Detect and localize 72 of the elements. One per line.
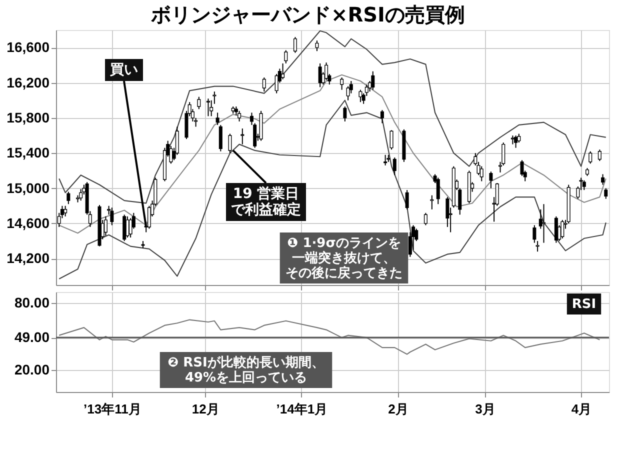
y-tick-label: 15,000 [6,180,50,196]
y-tick-label: 14,600 [6,214,50,231]
annotation: ❷ RSIが比較的長い期間、49%を上回っている [168,356,324,386]
chart-title: ボリンジャーバンド×RSIの売買例 [150,2,465,26]
candlestick [489,171,493,189]
candlestick [601,174,605,186]
candlestick [480,166,484,182]
candlestick [126,216,130,238]
y-tick-label: 49.00 [14,329,50,346]
candlestick [64,205,68,217]
candlestick [284,50,288,64]
candlestick [104,216,108,236]
candlestick [218,124,222,152]
x-tick-label: 3月 [475,402,496,416]
candlestick [216,112,220,126]
candlestick [390,130,394,150]
candlestick [542,204,546,244]
line-series [58,319,600,355]
candlestick [343,106,347,122]
candlestick [371,70,375,90]
candlestick [66,191,70,205]
x-tick-label: 12月 [192,402,220,416]
candlestick [604,188,608,200]
candlestick [554,216,558,244]
candlestick [122,214,126,242]
line-series [58,100,606,280]
candlestick [436,177,440,205]
annotation: ❶ 1·9σのラインを一端突き抜けて、その後に戻ってきた [286,236,402,281]
candlestick [514,135,518,148]
candlestick [536,240,540,252]
candlestick [79,188,83,202]
y-tick-label: 16,200 [6,74,50,90]
candlestick [380,110,384,124]
candlestick [588,150,592,164]
candlestick [430,194,434,210]
annotation: 買い [109,62,138,78]
x-tick-label: ’14年1月 [276,402,328,416]
candlestick [358,89,362,103]
candlestick [582,180,586,191]
candlestick [197,96,201,110]
x-tick-label: ’13年11月 [84,402,142,416]
candlestick [405,190,409,210]
y-tick-label: 15,400 [6,144,50,161]
y-tick-label: 16,600 [6,39,50,56]
candlestick [340,76,344,90]
candlestick [206,98,210,117]
annotation: RSI [572,297,596,312]
candlestick [384,154,388,166]
candlestick [424,212,428,226]
candlestick [293,36,297,54]
candlestick [240,128,244,145]
candlestick [238,110,242,122]
candlestick [324,62,328,81]
candlestick [532,224,536,244]
candlestick [262,76,266,92]
candlestick [281,62,285,80]
annotation: 19 営業日で利益確定 [231,186,301,218]
y-tick-label: 15,800 [6,109,50,126]
candlestick [598,149,602,162]
candlestick [392,157,396,176]
candlestick [212,91,216,104]
y-tick-label: 14,200 [6,250,50,266]
candlestick [560,219,564,239]
candlestick [210,100,214,117]
candlestick [110,207,114,226]
candlestick [315,40,319,52]
y-tick-label: 20.00 [14,361,50,378]
candlestick [318,62,322,88]
candlestick [364,84,368,96]
x-tick-label: 4月 [571,402,592,416]
x-tick-label: 2月 [388,402,408,416]
y-tick-label: 80.00 [14,294,50,311]
